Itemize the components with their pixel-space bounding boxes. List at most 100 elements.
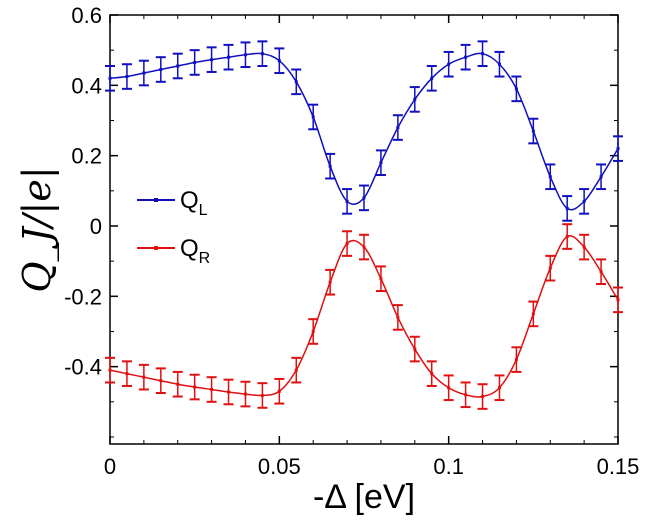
error-bar — [392, 114, 403, 141]
error-bar — [443, 50, 454, 78]
error-bar — [562, 223, 573, 250]
error-bar — [308, 318, 319, 345]
error-bar — [613, 286, 623, 314]
error-bar — [308, 103, 319, 131]
error-bar — [409, 86, 420, 113]
error-bar — [375, 149, 386, 176]
legend: QL QR — [137, 187, 210, 267]
error-bar — [257, 40, 268, 67]
error-bar — [528, 117, 539, 145]
plot-frame — [109, 14, 619, 445]
data-point — [159, 379, 163, 383]
error-bar — [613, 135, 623, 162]
data-point — [464, 393, 468, 397]
data-point — [616, 147, 620, 151]
error-bar — [206, 46, 217, 73]
data-point — [599, 175, 603, 179]
error-bar — [494, 50, 505, 78]
error-bar — [155, 56, 166, 83]
error-bar — [325, 268, 336, 296]
data-point — [345, 199, 349, 203]
error-bar — [121, 360, 132, 387]
error-bar — [477, 40, 488, 67]
data-point — [277, 389, 281, 393]
data-point — [447, 386, 451, 390]
error-bar — [172, 52, 183, 80]
data-point — [227, 55, 231, 59]
data-point — [464, 55, 468, 59]
error-bar — [291, 68, 302, 96]
error-bar — [477, 383, 488, 410]
y-tick-label: 0.6 — [71, 3, 102, 28]
error-bar — [579, 233, 590, 261]
data-point — [548, 175, 552, 179]
error-bar — [105, 64, 115, 92]
error-bar — [528, 300, 539, 328]
data-point — [328, 280, 332, 284]
data-point — [142, 71, 146, 75]
data-point — [565, 206, 569, 210]
error-bar — [105, 356, 115, 384]
data-point — [514, 358, 518, 362]
y-tick-label: 0.2 — [71, 144, 102, 169]
data-point — [565, 235, 569, 239]
error-bar — [274, 377, 285, 405]
error-bar — [545, 163, 556, 191]
data-point — [193, 60, 197, 64]
error-bar — [375, 265, 386, 293]
x-tick-label: 0 — [104, 454, 116, 479]
error-bar — [138, 363, 149, 391]
error-bar — [579, 188, 590, 215]
series-qr — [105, 223, 623, 410]
data-point — [582, 245, 586, 249]
data-point — [497, 62, 501, 66]
data-point — [481, 52, 485, 56]
data-point — [616, 298, 620, 302]
error-bar — [596, 163, 607, 191]
error-bar — [596, 258, 607, 286]
error-bar — [240, 380, 251, 408]
error-bar — [511, 75, 522, 103]
y-tick-label: 0.4 — [71, 73, 102, 98]
error-bar — [223, 43, 234, 71]
error-bar — [392, 304, 403, 331]
data-point — [362, 196, 366, 200]
data-point — [108, 76, 112, 80]
error-bar — [426, 64, 437, 92]
legend-item-ql: QL — [137, 187, 208, 219]
data-point — [243, 392, 247, 396]
error-bar — [138, 59, 149, 87]
data-point — [260, 52, 264, 56]
legend-item-qr: QR — [137, 235, 210, 267]
data-point — [193, 385, 197, 389]
error-bar — [443, 374, 454, 402]
x-tick-label: 0.1 — [433, 454, 464, 479]
error-bar — [426, 360, 437, 387]
x-axis-ticks: 0 0.05 0.1 0.15 — [104, 15, 639, 479]
error-bar — [189, 49, 200, 76]
data-point — [497, 386, 501, 390]
data-point — [227, 390, 231, 394]
data-point — [362, 245, 366, 249]
error-bar — [189, 373, 200, 401]
error-bar — [494, 374, 505, 402]
error-bar — [240, 41, 251, 69]
data-point — [396, 126, 400, 130]
data-point — [294, 368, 298, 372]
y-tick-label: -0.4 — [64, 355, 102, 380]
data-point — [210, 387, 214, 391]
data-point — [311, 329, 315, 333]
legend-label-ql: QL — [180, 187, 208, 219]
data-point — [176, 382, 180, 386]
series-layer — [105, 40, 623, 410]
data-point — [379, 277, 383, 281]
data-point — [345, 242, 349, 246]
error-bar — [460, 43, 471, 71]
data-point — [582, 199, 586, 203]
data-point — [210, 58, 214, 62]
data-point — [514, 87, 518, 91]
error-bar — [511, 346, 522, 373]
error-bar — [342, 188, 353, 215]
y-tick-label: -0.2 — [64, 284, 102, 309]
